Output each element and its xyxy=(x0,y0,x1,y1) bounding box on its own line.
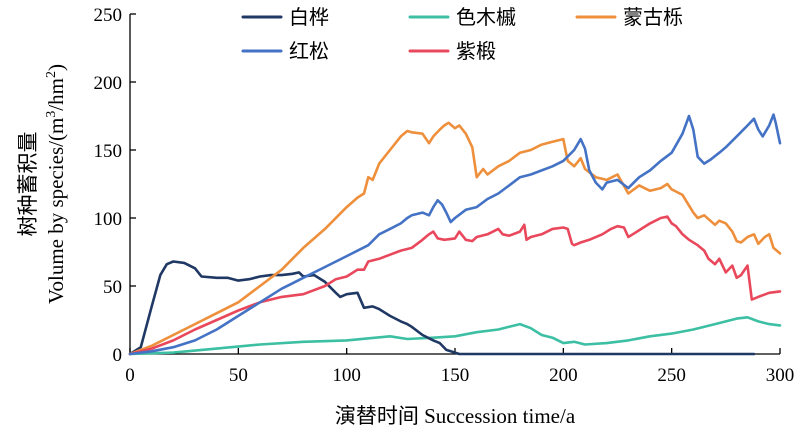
x-tick-label: 250 xyxy=(657,365,686,386)
series-line-0 xyxy=(128,260,756,356)
y-ticks: 0 50 100 150 200 250 xyxy=(94,5,136,366)
x-tick-label: 50 xyxy=(229,365,248,386)
legend-label-4: 紫椴 xyxy=(456,39,496,63)
x-tick-label: 0 xyxy=(125,365,135,386)
x-tick-label: 150 xyxy=(441,365,470,386)
y-axis-title-suffix: ) xyxy=(44,64,68,71)
y-tick-label: 100 xyxy=(94,209,123,230)
y-axis-title-en: Volume by species/(m3/hm2) xyxy=(44,64,68,304)
series-line-1 xyxy=(128,316,782,356)
legend-label-0: 白桦 xyxy=(289,5,329,29)
x-tick-label: 300 xyxy=(766,365,795,386)
y-axis-title-sup2: 2 xyxy=(44,71,59,78)
x-tick-label: 100 xyxy=(332,365,361,386)
y-tick-label: 50 xyxy=(103,277,122,298)
y-axis-title-cn: 树种蓄积量 xyxy=(16,132,40,237)
series-line-2 xyxy=(128,121,782,356)
y-axis-title-sup1: 3 xyxy=(44,111,59,118)
y-tick-label: 0 xyxy=(113,345,123,366)
legend-label-2: 蒙古栎 xyxy=(623,5,683,29)
y-axis-title: 树种蓄积量 Volume by species/(m3/hm2) xyxy=(16,64,68,304)
series-line-4 xyxy=(128,215,782,356)
y-tick-label: 150 xyxy=(94,141,123,162)
x-ticks: 0 50 100 150 200 250 300 xyxy=(125,348,794,386)
x-tick-label: 200 xyxy=(549,365,578,386)
series-lines xyxy=(128,113,782,356)
y-tick-label: 250 xyxy=(94,5,123,26)
x-axis-title: 演替时间 Succession time/a xyxy=(335,404,576,428)
y-tick-label: 200 xyxy=(94,73,123,94)
legend-label-3: 红松 xyxy=(289,39,329,63)
series-line-3 xyxy=(128,113,782,356)
axes xyxy=(129,14,780,355)
y-axis-title-en-prefix: Volume by species/(m xyxy=(44,118,68,304)
y-axis-title-mid: /hm xyxy=(44,78,68,111)
legend-label-1: 色木槭 xyxy=(456,5,516,29)
